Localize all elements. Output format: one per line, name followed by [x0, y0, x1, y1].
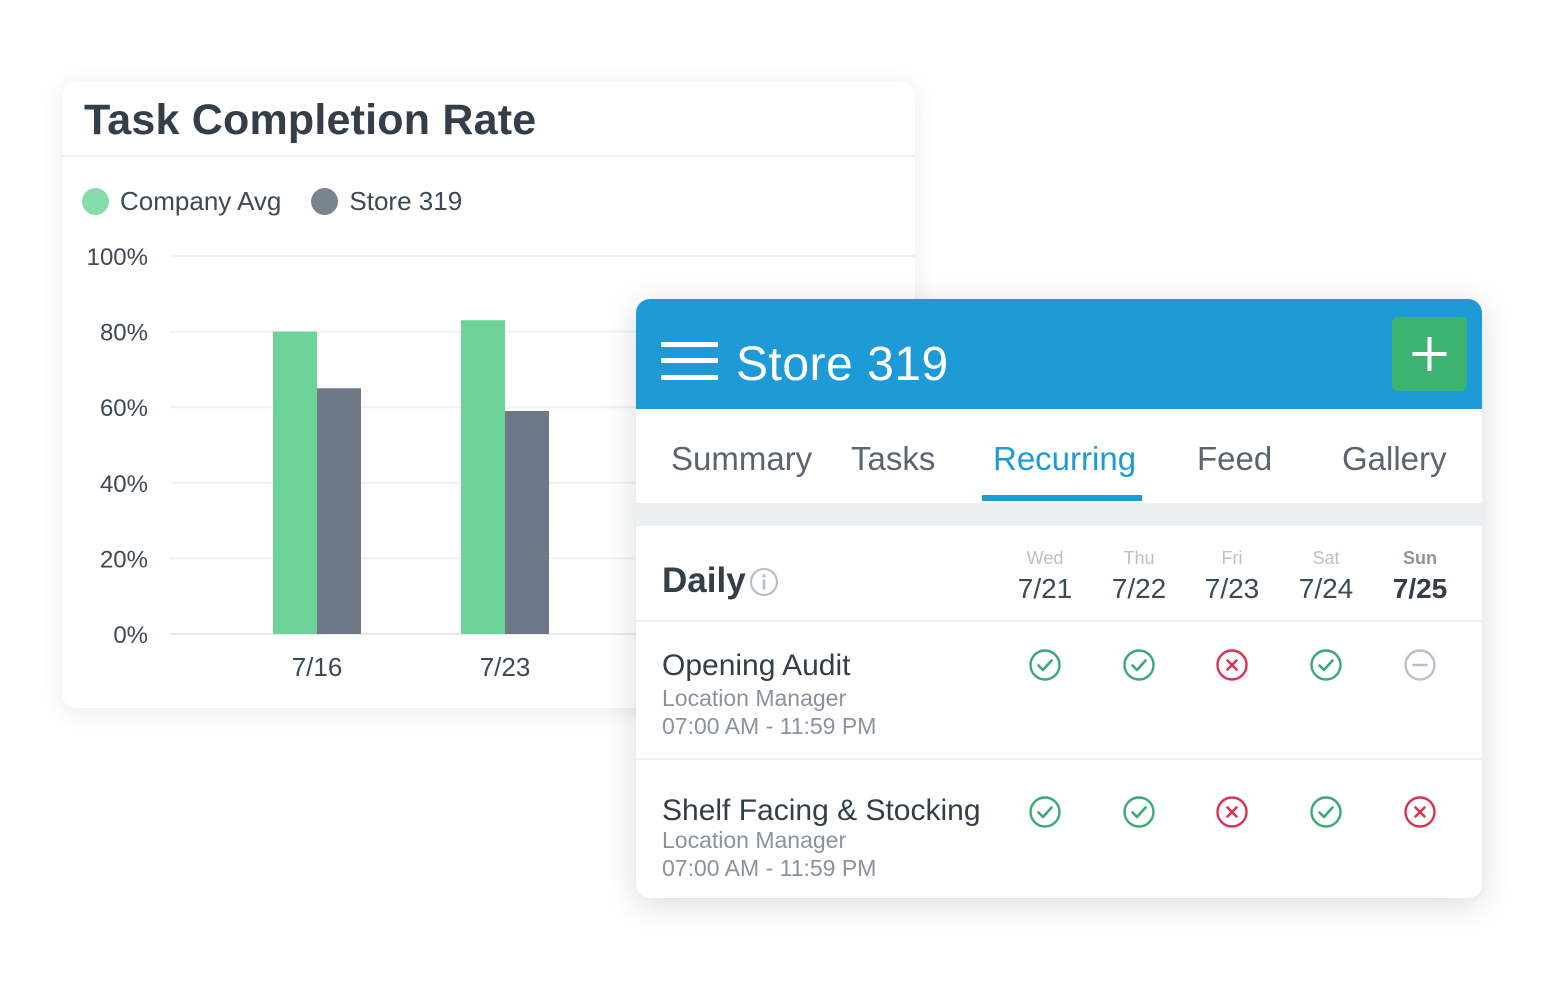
- legend-dot-store-319: [311, 188, 339, 215]
- day-name-fri: Fri: [1221, 548, 1243, 568]
- add-button[interactable]: [1392, 317, 1467, 391]
- check-circle-icon[interactable]: [1028, 648, 1062, 682]
- day-date-sun: 7/25: [1392, 573, 1448, 604]
- y-tick-label: 20%: [100, 546, 148, 573]
- y-tick-label: 60%: [100, 395, 148, 422]
- day-date-thu: 7/22: [1111, 573, 1167, 604]
- plus-icon: [1412, 337, 1447, 371]
- row-divider: [636, 620, 1482, 622]
- y-tick-label: 40%: [100, 471, 148, 498]
- legend-dot-company-avg: [82, 188, 109, 215]
- day-name-sun: Sun: [1403, 548, 1437, 568]
- tab-recurring[interactable]: Recurring: [993, 440, 1137, 477]
- check-circle-icon[interactable]: [1122, 795, 1156, 829]
- chart-title: Task Completion Rate: [84, 96, 537, 144]
- task-time: 07:00 AM - 11:59 PM: [662, 855, 877, 881]
- bar-store-319-7-16: [317, 388, 361, 634]
- day-date-sat: 7/24: [1298, 573, 1354, 604]
- task-role: Location Manager: [662, 827, 847, 853]
- legend-item-company-avg: Company Avg: [82, 186, 281, 217]
- check-circle-icon[interactable]: [1122, 648, 1156, 682]
- legend-label-company-avg: Company Avg: [120, 186, 282, 216]
- check-circle-icon[interactable]: [1309, 795, 1343, 829]
- hamburger-menu-icon[interactable]: [661, 342, 718, 382]
- legend-label-store-319: Store 319: [349, 186, 463, 216]
- active-tab-indicator: [982, 495, 1142, 501]
- tab-tasks[interactable]: Tasks: [851, 440, 936, 477]
- bar-chart: 0% 20% 40% 60% 80% 100% 7/16 7/23: [87, 244, 915, 682]
- x-circle-icon[interactable]: [1215, 795, 1249, 829]
- store-title: Store 319: [736, 338, 949, 391]
- x-circle-icon[interactable]: [1403, 795, 1437, 829]
- info-icon[interactable]: [749, 567, 779, 597]
- day-name-thu: Thu: [1123, 548, 1155, 568]
- section-title-daily: Daily: [662, 561, 746, 600]
- day-name-wed: Wed: [1026, 548, 1064, 568]
- day-date-fri: 7/23: [1204, 573, 1260, 604]
- task-role: Location Manager: [662, 685, 847, 711]
- bar-company-avg-7-23: [461, 320, 505, 634]
- bar-company-avg-7-16: [273, 331, 317, 634]
- store-panel: Store 319 Summary Tasks Recurring Feed G…: [636, 299, 1482, 898]
- bar-store-319-7-23: [505, 410, 549, 634]
- store-header: Store 319: [636, 299, 1482, 409]
- x-tick-label: 7/23: [480, 652, 531, 682]
- x-circle-icon[interactable]: [1215, 648, 1249, 682]
- minus-circle-icon[interactable]: [1403, 648, 1437, 682]
- tab-gallery[interactable]: Gallery: [1342, 440, 1447, 477]
- task-name: Opening Audit: [662, 649, 851, 682]
- day-date-wed: 7/21: [1017, 573, 1073, 604]
- check-circle-icon[interactable]: [1028, 795, 1062, 829]
- task-time: 07:00 AM - 11:59 PM: [662, 713, 877, 739]
- check-circle-icon[interactable]: [1309, 648, 1343, 682]
- section-separator: [636, 503, 1482, 526]
- task-name: Shelf Facing & Stocking: [662, 794, 981, 827]
- y-tick-label: 0%: [113, 622, 148, 649]
- x-tick-label: 7/16: [292, 652, 343, 682]
- y-tick-label: 100%: [87, 244, 148, 271]
- tab-feed[interactable]: Feed: [1197, 440, 1273, 477]
- day-name-sat: Sat: [1312, 548, 1340, 568]
- legend-item-store-319: Store 319: [311, 186, 462, 217]
- chart-legend: Company Avg Store 319: [82, 186, 492, 217]
- y-tick-label: 80%: [100, 320, 148, 347]
- tab-summary[interactable]: Summary: [671, 440, 813, 477]
- chart-divider: [62, 155, 915, 157]
- tab-bar: Summary Tasks Recurring Feed Gallery: [636, 409, 1482, 503]
- row-divider: [636, 758, 1482, 760]
